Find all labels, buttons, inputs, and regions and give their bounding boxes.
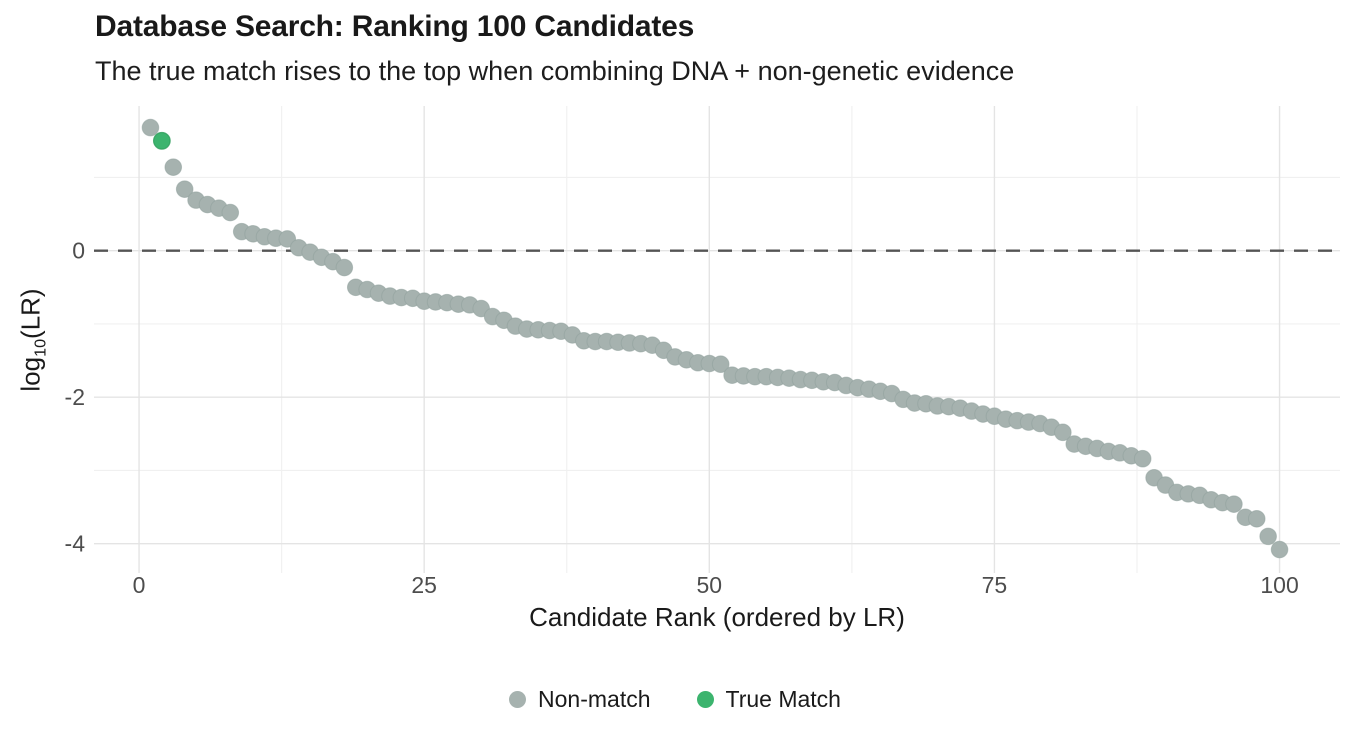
data-point-non-match [221, 203, 240, 222]
data-point-non-match [1054, 423, 1072, 442]
chart-title: Database Search: Ranking 100 Candidates [95, 10, 695, 43]
data-point-non-match [175, 180, 194, 198]
legend-label-true-match: True Match [725, 686, 841, 712]
x-tick-label: 100 [1260, 572, 1298, 598]
x-tick-label: 75 [982, 572, 1008, 598]
y-axis-title: log10(LR) [15, 288, 50, 391]
x-axis-title: Candidate Rank (ordered by LR) [529, 602, 905, 632]
y-axis-title-base: log [15, 356, 46, 392]
x-tick-label: 50 [697, 572, 723, 598]
legend-label-non-match: Non-match [538, 686, 651, 712]
data-point-non-match [141, 118, 160, 137]
true-match-swatch-icon [696, 691, 714, 708]
data-point-non-match [711, 355, 730, 374]
data-point-true-match [152, 131, 171, 150]
chart-subtitle: The true match rises to the top when com… [95, 56, 1015, 86]
data-point-non-match [1225, 495, 1243, 513]
legend: Non-match True Match [0, 686, 1350, 713]
data-point-non-match [1270, 540, 1289, 559]
y-tick-label: -2 [65, 384, 85, 410]
data-point-non-match [1247, 509, 1266, 528]
data-point-non-match [1259, 527, 1277, 546]
y-tick-label: 0 [72, 238, 85, 264]
x-tick-label: 0 [133, 572, 146, 598]
y-axis-title-subscript: 10 [31, 338, 50, 357]
y-tick-label: -4 [65, 531, 86, 557]
data-point-non-match [1133, 449, 1152, 468]
data-point-non-match [335, 258, 354, 277]
x-tick-label: 25 [411, 572, 437, 598]
non-match-swatch-icon [509, 691, 527, 708]
y-axis-title-rest: (LR) [15, 288, 46, 339]
data-point-non-match [164, 158, 183, 176]
legend-item-non-match: Non-match [509, 686, 651, 713]
legend-item-true-match: True Match [696, 686, 841, 713]
